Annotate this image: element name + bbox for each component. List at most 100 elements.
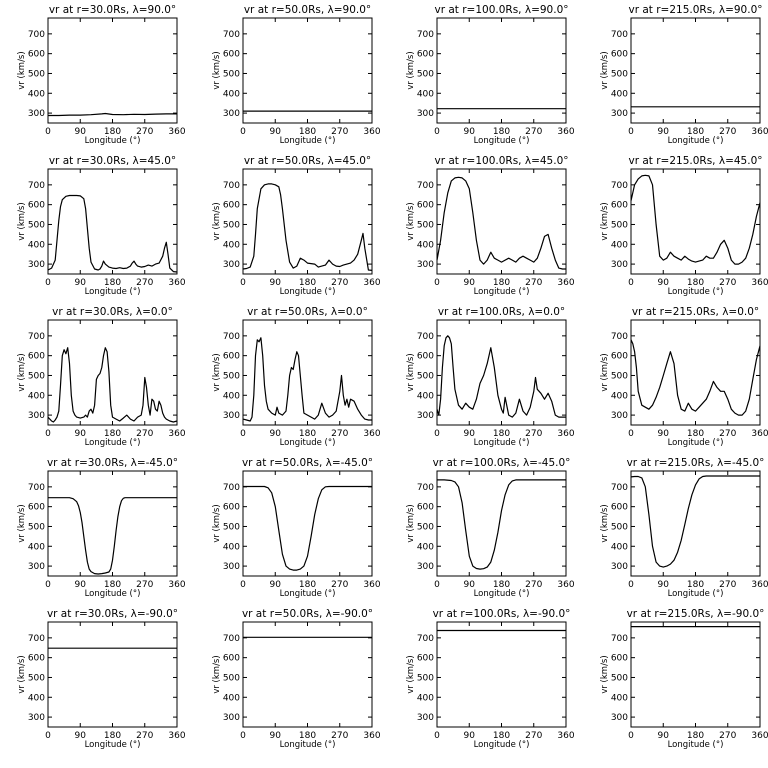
x-tick-label: 0 — [45, 278, 51, 288]
x-tick-label: 270 — [525, 127, 542, 137]
y-tick-label: 400 — [28, 240, 45, 250]
panel-title: vr at r=100.0Rs, λ=45.0° — [434, 155, 568, 167]
x-tick-label: 0 — [628, 731, 634, 741]
y-tick-label: 600 — [417, 50, 434, 60]
x-axis-label: Longitude (°) — [85, 287, 141, 297]
x-tick-label: 360 — [557, 731, 574, 741]
x-tick-label: 0 — [45, 127, 51, 137]
plot-frame — [630, 621, 761, 728]
y-tick-label: 500 — [28, 69, 45, 79]
y-tick-label: 400 — [223, 693, 240, 703]
y-tick-label: 300 — [417, 713, 434, 723]
panel-title: vr at r=100.0Rs, λ=-90.0° — [433, 608, 571, 620]
series-line — [436, 335, 566, 418]
y-tick-label: 700 — [611, 483, 628, 493]
x-tick-label: 180 — [299, 429, 316, 439]
y-tick-label: 400 — [417, 693, 434, 703]
panel-title: vr at r=215.0Rs, λ=45.0° — [628, 155, 762, 167]
x-axis-label: Longitude (°) — [280, 740, 336, 750]
panel-title: vr at r=30.0Rs, λ=-90.0° — [47, 608, 178, 620]
panel-title: vr at r=100.0Rs, λ=0.0° — [438, 306, 565, 318]
x-axis-label: Longitude (°) — [668, 287, 724, 297]
x-tick-label: 90 — [75, 429, 87, 439]
x-tick-label: 360 — [168, 278, 185, 288]
plot-frame — [47, 168, 178, 275]
panel-title: vr at r=50.0Rs, λ=0.0° — [247, 306, 368, 318]
y-axis-label: vr (km/s) — [406, 51, 416, 89]
panel-title: vr at r=30.0Rs, λ=0.0° — [52, 306, 173, 318]
y-axis-label: vr (km/s) — [212, 202, 222, 240]
x-axis-label: Longitude (°) — [474, 287, 530, 297]
panel-title: vr at r=100.0Rs, λ=-45.0° — [433, 457, 571, 469]
x-tick-label: 90 — [658, 731, 670, 741]
y-tick-label: 500 — [611, 522, 628, 532]
y-tick-label: 700 — [417, 181, 434, 191]
x-axis-label: Longitude (°) — [85, 438, 141, 448]
series-line — [48, 112, 177, 117]
x-tick-label: 90 — [270, 580, 282, 590]
x-tick-label: 270 — [136, 127, 153, 137]
x-tick-label: 0 — [240, 580, 246, 590]
x-tick-label: 180 — [687, 278, 704, 288]
x-tick-label: 0 — [240, 127, 246, 137]
y-tick-label: 700 — [223, 483, 240, 493]
y-tick-label: 500 — [28, 220, 45, 230]
x-tick-label: 90 — [658, 278, 670, 288]
panel-title: vr at r=50.0Rs, λ=-45.0° — [242, 457, 373, 469]
panel-title: vr at r=215.0Rs, λ=90.0° — [628, 4, 762, 16]
y-tick-label: 700 — [28, 30, 45, 40]
y-axis-label: vr (km/s) — [600, 202, 610, 240]
panel-1: vr at r=30.0Rs, λ=90.0° 0 90 180 270 360 300 40… — [17, 4, 186, 146]
y-tick-label: 500 — [611, 220, 628, 230]
x-tick-label: 360 — [557, 429, 574, 439]
x-tick-label: 90 — [464, 278, 476, 288]
y-tick-label: 300 — [28, 713, 45, 723]
x-axis-label: Longitude (°) — [668, 136, 724, 146]
x-tick-label: 90 — [270, 127, 282, 137]
y-tick-label: 700 — [417, 634, 434, 644]
x-tick-label: 0 — [240, 429, 246, 439]
x-tick-label: 270 — [719, 429, 736, 439]
x-tick-label: 270 — [525, 580, 542, 590]
x-axis-label: Longitude (°) — [474, 136, 530, 146]
y-axis-label: vr (km/s) — [17, 353, 27, 391]
panel-title: vr at r=215.0Rs, λ=0.0° — [632, 306, 759, 318]
y-tick-label: 500 — [417, 673, 434, 683]
x-tick-label: 180 — [299, 278, 316, 288]
panel-13: vr at r=30.0Rs, λ=-45.0° 0 90 180 270 360 300 4… — [17, 457, 186, 599]
x-axis-label: Longitude (°) — [280, 287, 336, 297]
x-tick-label: 270 — [331, 127, 348, 137]
x-tick-label: 180 — [493, 429, 510, 439]
y-tick-label: 600 — [223, 50, 240, 60]
x-tick-label: 180 — [104, 731, 121, 741]
x-axis-label: Longitude (°) — [474, 740, 530, 750]
y-tick-label: 300 — [223, 109, 240, 119]
y-tick-label: 300 — [28, 562, 45, 572]
x-tick-label: 180 — [104, 580, 121, 590]
y-tick-label: 500 — [223, 522, 240, 532]
x-tick-label: 360 — [363, 278, 380, 288]
y-tick-label: 300 — [28, 411, 45, 421]
x-tick-label: 270 — [331, 731, 348, 741]
y-tick-label: 400 — [223, 240, 240, 250]
panel-title: vr at r=50.0Rs, λ=-90.0° — [242, 608, 373, 620]
panel-20: vr at r=215.0Rs, λ=-90.0° 0 90 180 270 360 300… — [600, 608, 768, 750]
x-axis-label: Longitude (°) — [668, 589, 724, 599]
y-tick-label: 600 — [611, 503, 628, 513]
y-axis-label: vr (km/s) — [212, 353, 222, 391]
x-tick-label: 180 — [299, 580, 316, 590]
x-tick-label: 360 — [363, 127, 380, 137]
plot-frame — [630, 319, 761, 426]
y-tick-label: 500 — [611, 69, 628, 79]
y-tick-label: 700 — [223, 634, 240, 644]
y-tick-label: 600 — [611, 654, 628, 664]
y-tick-label: 500 — [223, 371, 240, 381]
y-tick-label: 700 — [417, 30, 434, 40]
x-tick-label: 180 — [299, 731, 316, 741]
y-axis-label: vr (km/s) — [17, 202, 27, 240]
panel-10: vr at r=50.0Rs, λ=0.0° 0 90 180 270 360 300 400… — [212, 306, 381, 448]
x-tick-label: 270 — [525, 278, 542, 288]
x-tick-label: 270 — [719, 278, 736, 288]
y-tick-label: 300 — [28, 260, 45, 270]
